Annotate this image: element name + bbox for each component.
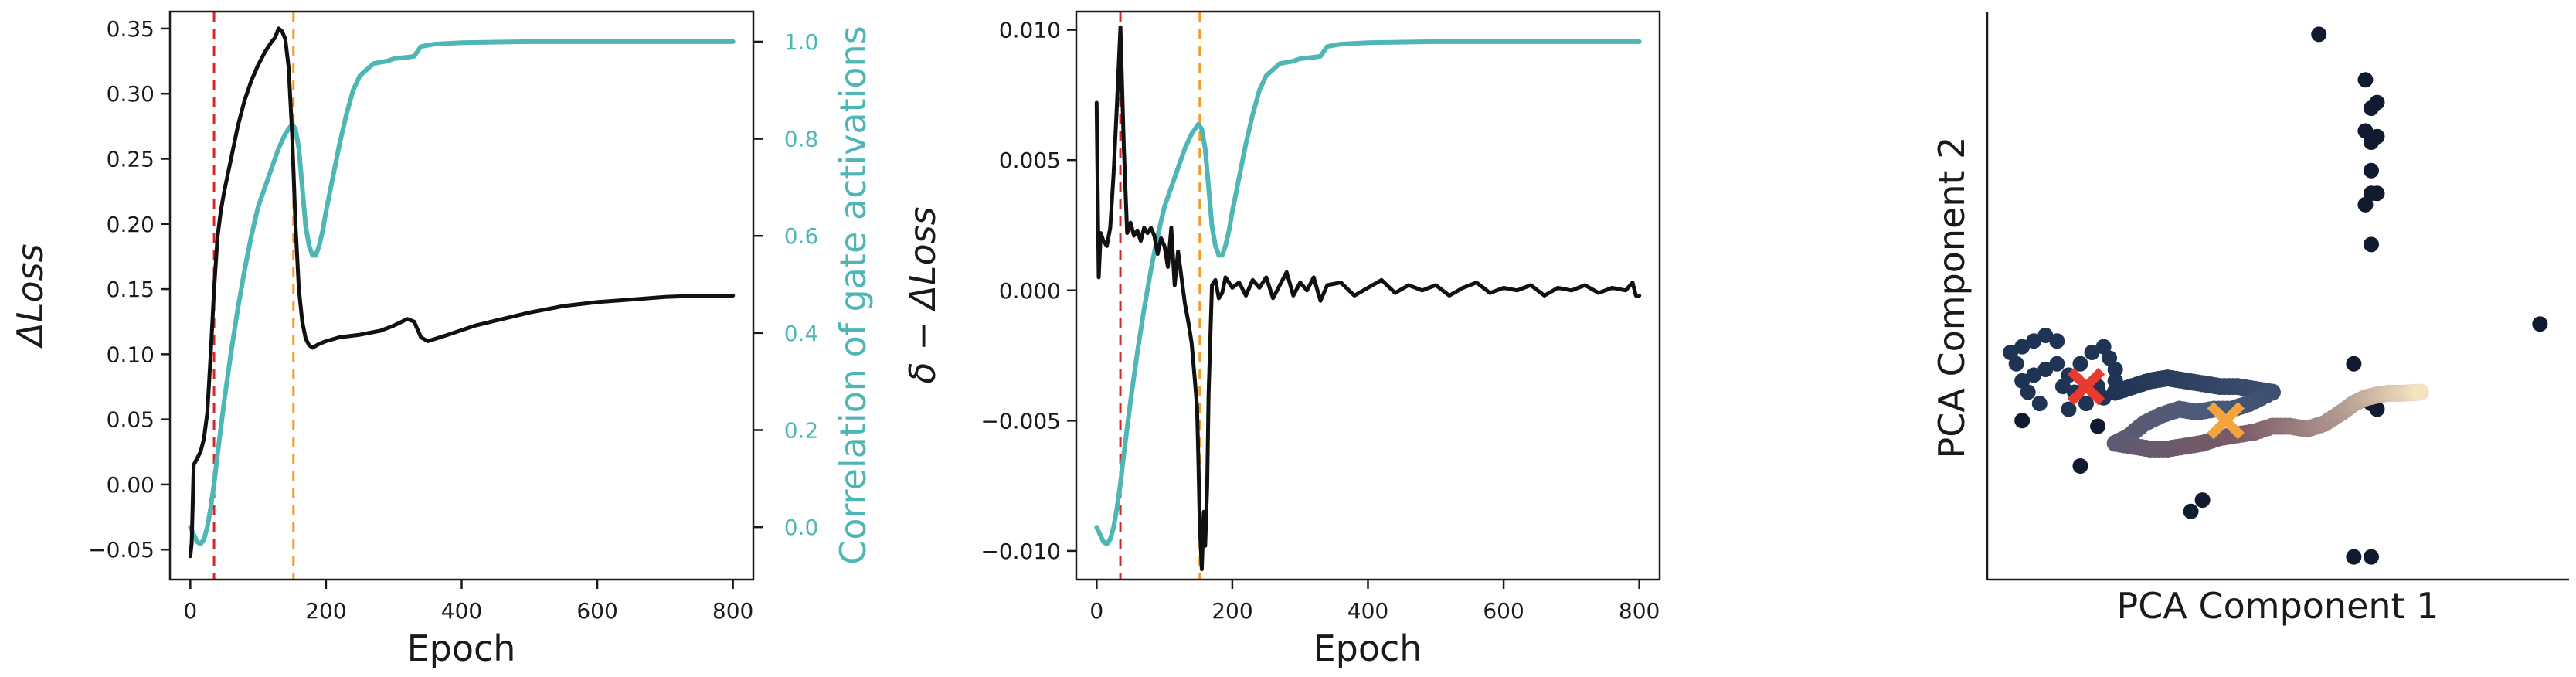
pca-point-6 [2369, 128, 2385, 145]
pca-point-17 [2532, 316, 2548, 332]
p1-series-loss-line [188, 26, 736, 559]
panel-2-x-label: Epoch [1313, 628, 1422, 669]
panel-1-series [188, 26, 736, 559]
panel-2-y-label: δ − ΔLoss [902, 206, 943, 383]
p2-y-tick-label-4: 0.010 [999, 18, 1061, 43]
pca-point-0 [2311, 26, 2327, 43]
pca-point-22 [2014, 413, 2031, 429]
p1-x-tick-label-1: 200 [305, 598, 346, 624]
pca-point-20 [2072, 458, 2088, 474]
pca-cluster-point-0 [2008, 356, 2024, 372]
panel-1-y-right-ticks: 0.0 0.2 0.4 0.6 0.8 1.0 [753, 29, 818, 540]
p1-y-right-tick-label-5: 1.0 [784, 29, 819, 55]
p2-y-tick-label-2: 0.000 [999, 278, 1061, 304]
pca-cluster-point-8 [2037, 362, 2054, 378]
pca-point-11 [2363, 236, 2379, 253]
pca-point-15 [2346, 549, 2362, 565]
p1-y-tick-label-6: 0.25 [107, 146, 155, 172]
panel-1-y-label: ΔLoss [9, 243, 51, 349]
p2-x-tick-label-1: 200 [1212, 598, 1252, 624]
panel-3: PCA Component 1 PCA Component 2 [1931, 12, 2569, 627]
p1-x-tick-label-2: 400 [441, 598, 482, 624]
pca-cluster-point-13 [2095, 338, 2112, 355]
pca-point-21 [2090, 418, 2106, 434]
panel-3-y-label: PCA Component 2 [1931, 137, 1973, 459]
pca-point-3 [2369, 94, 2385, 111]
pca-point-4 [2357, 123, 2374, 139]
p1-y-right-tick-label-1: 0.2 [784, 418, 819, 444]
p2-series-correlation-line [1094, 39, 1642, 547]
pca-cluster-point-1 [2003, 345, 2019, 360]
pca-trajectory-point-152 [2411, 383, 2429, 401]
p1-x-tick-label-0: 0 [183, 598, 197, 624]
early-marker-x [2067, 367, 2105, 406]
pca-cluster-point-4 [2037, 327, 2054, 343]
p1-y-tick-label-4: 0.15 [107, 277, 155, 302]
panel-1-x-label: Epoch [407, 628, 516, 669]
pca-cluster-point-21 [2061, 401, 2077, 417]
panel-2-y-ticks: −0.010 −0.005 0.000 0.005 0.010 [980, 18, 1076, 564]
p1-y-tick-label-1: 0.00 [107, 472, 155, 498]
p1-y-tick-label-3: 0.10 [107, 342, 155, 367]
p1-y-tick-label-5: 0.20 [107, 212, 155, 237]
pca-cluster-point-14 [2102, 350, 2118, 366]
p2-y-tick-label-1: −0.005 [980, 408, 1061, 434]
panel-3-x-label: PCA Component 1 [2117, 585, 2439, 627]
panel-2-vlines [1119, 12, 1201, 580]
panel-1: 0 200 400 600 800 −0.05 0.00 0.05 0.10 0.15 0.20 0… [9, 10, 874, 669]
p2-x-tick-label-3: 600 [1483, 598, 1524, 624]
p1-x-tick-label-4: 800 [712, 598, 753, 624]
pca-cluster-point-20 [2078, 396, 2095, 412]
pca-point-1 [2357, 72, 2374, 88]
p1-series-correlation-line [188, 39, 736, 547]
panel-3-markers [2067, 367, 2245, 440]
pca-cluster-point-7 [2026, 367, 2042, 383]
p2-x-tick-label-4: 800 [1619, 598, 1660, 624]
pca-cluster-point-22 [2054, 379, 2071, 395]
p1-y-right-tick-label-4: 0.8 [784, 127, 819, 152]
pca-cluster-point-5 [2049, 333, 2065, 349]
pca-point-14 [2369, 401, 2385, 417]
p1-y-right-tick-label-2: 0.4 [784, 321, 819, 346]
pca-cluster-point-11 [2072, 356, 2088, 372]
p1-y-right-tick-label-3: 0.6 [784, 223, 819, 249]
pca-point-10 [2369, 185, 2385, 202]
pca-cluster-point-2 [2014, 338, 2031, 355]
p2-series-loss-line [1094, 25, 1642, 571]
pca-cluster-point-12 [2084, 345, 2100, 360]
panel-1-y-ticks: −0.05 0.00 0.05 0.10 0.15 0.20 0.25 0.30 0.35 [88, 16, 170, 563]
panel-1-y-right-label: Correlation of gate activations [832, 26, 874, 564]
panel-2-x-ticks: 0 200 400 600 800 [1089, 580, 1660, 624]
panel-2-frame [1075, 10, 1661, 581]
p1-y-tick-label-7: 0.30 [107, 81, 155, 107]
p1-y-tick-label-8: 0.35 [107, 16, 155, 42]
p2-x-tick-label-2: 400 [1347, 598, 1388, 624]
panel-2-series [1094, 25, 1642, 571]
mid-marker-x [2207, 401, 2245, 440]
p1-x-tick-label-3: 600 [576, 598, 617, 624]
p1-y-tick-label-2: 0.05 [107, 407, 155, 433]
p1-y-right-tick-label-0: 0.0 [784, 515, 819, 540]
pca-point-7 [2363, 162, 2379, 179]
p2-x-tick-label-0: 0 [1089, 598, 1103, 624]
pca-cluster-point-9 [2049, 356, 2065, 372]
pca-point-16 [2363, 549, 2379, 565]
panel-1-vlines [212, 12, 295, 580]
pca-point-12 [2346, 356, 2362, 372]
pca-point-18 [2183, 503, 2199, 519]
panel-3-points [2003, 26, 2548, 565]
panel-1-x-ticks: 0 200 400 600 800 [183, 580, 753, 624]
pca-cluster-point-23 [2020, 384, 2036, 400]
p1-y-tick-label-0: −0.05 [88, 537, 155, 563]
pca-cluster-point-3 [2026, 333, 2042, 349]
pca-point-19 [2194, 492, 2211, 509]
p2-y-tick-label-3: 0.005 [999, 148, 1061, 173]
pca-cluster-point-15 [2107, 362, 2123, 378]
pca-point-9 [2357, 196, 2374, 213]
pca-cluster-point-6 [2014, 373, 2031, 389]
panel-2: 0 200 400 600 800 −0.010 −0.005 0.000 0.005 0.01… [902, 10, 1661, 669]
p2-y-tick-label-0: −0.010 [980, 539, 1061, 564]
pca-cluster-point-24 [2031, 396, 2048, 412]
